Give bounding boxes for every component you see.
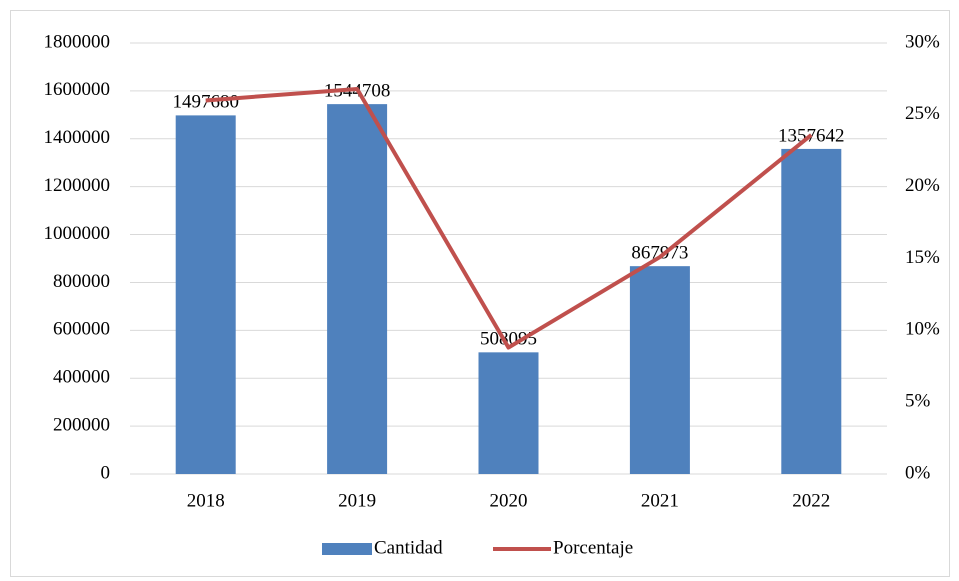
y-tick-label: 1600000 <box>44 79 111 100</box>
y-tick-label: 200000 <box>53 414 110 435</box>
bar <box>629 266 690 474</box>
legend-label: Cantidad <box>374 537 443 558</box>
y2-tick-label: 15% <box>905 247 940 268</box>
y2-tick-label: 20% <box>905 175 940 196</box>
y2-tick-label: 25% <box>905 103 940 124</box>
legend-swatch <box>322 543 372 555</box>
y-tick-label: 1400000 <box>44 127 111 148</box>
data-label: 508095 <box>480 329 537 350</box>
y2-tick-label: 30% <box>905 31 940 52</box>
bar <box>478 352 539 474</box>
y-tick-label: 600000 <box>53 319 110 340</box>
y-tick-label: 1200000 <box>44 175 111 196</box>
y2-tick-label: 10% <box>905 319 940 340</box>
x-tick-label: 2022 <box>792 490 830 511</box>
legend-label: Porcentaje <box>553 537 633 558</box>
y-tick-label: 400000 <box>53 367 110 388</box>
bar <box>175 115 236 474</box>
data-label: 1497680 <box>172 92 239 113</box>
y-tick-label: 1800000 <box>44 31 111 52</box>
line <box>205 86 813 350</box>
y-tick-label: 800000 <box>53 271 110 292</box>
bar <box>781 148 842 474</box>
x-tick-label: 2020 <box>490 490 528 511</box>
x-tick-label: 2021 <box>641 490 679 511</box>
y2-tick-label: 0% <box>905 462 931 483</box>
x-tick-label: 2018 <box>187 490 225 511</box>
y2-tick-label: 5% <box>905 391 931 412</box>
data-label: 867973 <box>631 243 688 264</box>
x-tick-label: 2019 <box>338 490 376 511</box>
y-tick-label: 0 <box>101 462 111 483</box>
y-tick-label: 1000000 <box>44 223 111 244</box>
bar <box>327 104 388 475</box>
